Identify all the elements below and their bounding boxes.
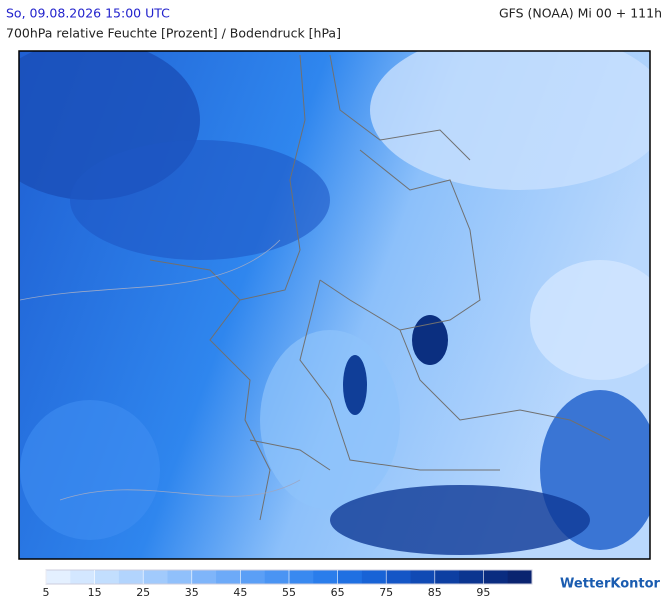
colorbar-swatch xyxy=(143,570,168,584)
colorbar-label: 75 xyxy=(379,586,393,599)
colorbar-label: 65 xyxy=(331,586,345,599)
colorbar-swatch xyxy=(337,570,363,584)
logo: WetterKontor xyxy=(560,577,661,592)
colorbar-label: 85 xyxy=(428,586,442,599)
colorbar-swatch xyxy=(240,570,266,584)
model: GFS (NOAA) Mi 00 + 111h xyxy=(499,6,662,21)
colorbar-label: 15 xyxy=(88,586,102,599)
colorbar-swatch xyxy=(264,570,290,584)
date: So, 09.08.2026 15:00 UTC xyxy=(6,6,170,21)
colorbar-label: 35 xyxy=(185,586,199,599)
colorbar-swatch xyxy=(361,570,387,584)
colorbar-swatch xyxy=(167,570,193,584)
colorbar-label: 55 xyxy=(282,586,296,599)
map-frame xyxy=(18,50,651,560)
colorbar-swatch xyxy=(434,570,460,584)
colorbar-swatch xyxy=(94,570,120,584)
colorbar-swatch xyxy=(289,570,314,584)
colorbar-swatch xyxy=(313,570,339,584)
colorbar-swatch xyxy=(216,570,241,584)
colorbar-swatch xyxy=(410,570,436,584)
map xyxy=(19,51,650,559)
colorbar-label: 25 xyxy=(136,586,150,599)
colorbar-swatch xyxy=(507,570,533,584)
colorbar-swatch xyxy=(118,570,144,584)
colorbar-swatch xyxy=(70,570,96,584)
colorbar-swatch xyxy=(46,570,71,584)
colorbar: 5 15 25 35 45 55 65 75 85 95 xyxy=(43,569,533,599)
colorbar-label: 95 xyxy=(476,586,490,599)
colorbar-swatch xyxy=(483,570,509,584)
colorbar-label: 5 xyxy=(43,586,50,599)
colorbar-swatch xyxy=(386,570,411,584)
colorbar-label: 45 xyxy=(233,586,247,599)
colorbar-swatch xyxy=(191,570,217,584)
title: 700hPa relative Feuchte [Prozent] / Bode… xyxy=(6,26,341,41)
colorbar-swatch xyxy=(459,570,484,584)
